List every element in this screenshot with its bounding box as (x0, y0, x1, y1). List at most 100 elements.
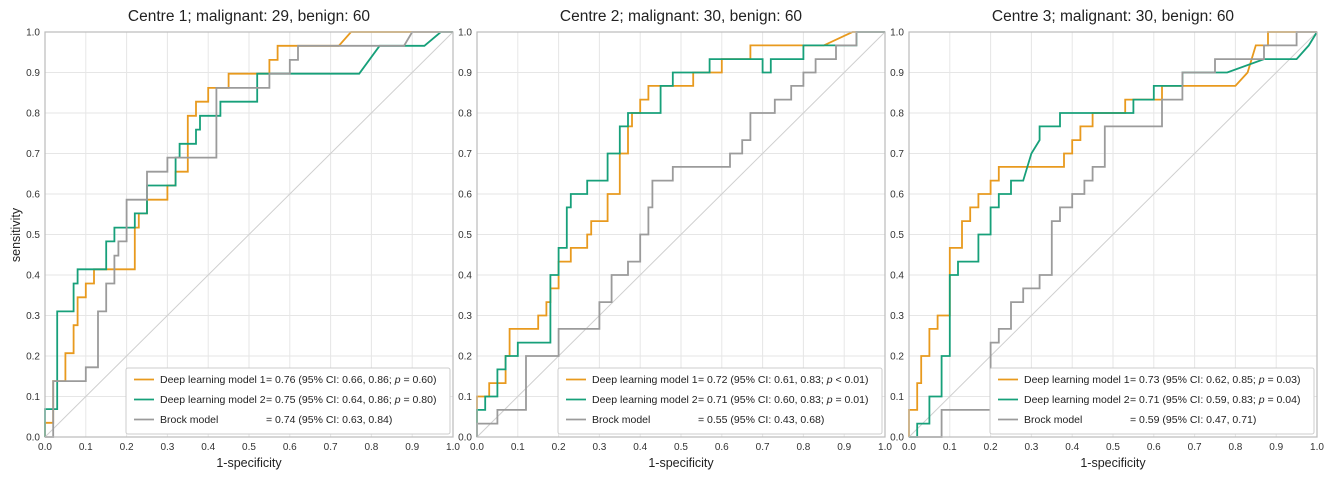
legend-name: Brock model (592, 414, 650, 426)
x-tick-label: 0.6 (1147, 442, 1161, 453)
y-tick-label: 0.7 (890, 149, 904, 160)
legend: Deep learning model 1 = 0.73 (95% CI: 0.6… (989, 367, 1315, 435)
y-tick-label: 1.0 (890, 28, 904, 39)
legend-stat: = 0.71 (95% CI: 0.59, 0.83; p = 0.04) (1130, 394, 1300, 406)
x-tick-label: 0.8 (364, 442, 378, 453)
roc-panel-2: 0.0 0.1 0.2 0.3 0.4 0.5 0.6 0.7 0.8 0.9 1.0 0.0 0.1 0… (458, 8, 892, 470)
x-tick-label: 0.9 (405, 442, 419, 453)
x-tick-label: 0.3 (160, 442, 174, 453)
roc-curve-brock (45, 31, 453, 438)
legend: Deep learning model 1 = 0.72 (95% CI: 0.6… (557, 367, 883, 435)
legend-name: Deep learning model 1 (592, 374, 698, 386)
p-symbol: p (394, 394, 401, 406)
roc-curve-dl2 (476, 31, 885, 437)
y-tick-label: 0.7 (26, 149, 40, 160)
legend-stat: = 0.71 (95% CI: 0.60, 0.83; p = 0.01) (698, 394, 868, 406)
x-tick-label: 0.3 (592, 442, 606, 453)
x-tick-label: 1.0 (1310, 442, 1324, 453)
chance-diagonal (44, 31, 454, 438)
y-tick-label: 0.2 (26, 352, 40, 363)
y-tick-label: 0.1 (890, 392, 904, 403)
y-tick-label: 0.0 (26, 433, 40, 444)
roc-curve-dl2 (44, 31, 453, 437)
roc-panel-3: 0.0 0.1 0.2 0.3 0.4 0.5 0.6 0.7 0.8 0.9 1.0 0.0 0.1 0… (890, 8, 1324, 470)
y-tick-label: 0.7 (458, 149, 472, 160)
x-tick-label: 0.6 (715, 442, 729, 453)
y-tick-label: 0.5 (458, 230, 472, 241)
x-tick-label: 0.4 (1065, 442, 1079, 453)
p-symbol: p (826, 394, 833, 406)
legend-name: Deep learning model 1 (1024, 374, 1130, 386)
x-tick-label: 0.0 (470, 442, 484, 453)
y-tick-label: 0.4 (890, 271, 904, 282)
y-tick-label: 0.0 (890, 433, 904, 444)
x-tick-label: 0.1 (79, 442, 93, 453)
y-tick-label: 0.9 (458, 68, 472, 79)
y-tick-label: 0.4 (26, 271, 40, 282)
x-tick-label: 0.0 (38, 442, 52, 453)
legend-stat: = 0.75 (95% CI: 0.64, 0.86; p = 0.80) (266, 394, 436, 406)
roc-curve-dl1 (908, 31, 1317, 437)
x-tick-label: 0.2 (552, 442, 566, 453)
plot-frame (44, 31, 454, 438)
legend-box (125, 367, 451, 435)
x-tick-label: 0.3 (1024, 442, 1038, 453)
y-axis-label: sensitivity (9, 207, 23, 262)
legend-box (557, 367, 883, 435)
plot-frame (908, 31, 1318, 438)
legend-name: Deep learning model 2 (592, 394, 698, 406)
panel-title: Centre 2; malignant: 30, benign: 60 (560, 8, 803, 25)
y-tick-label: 0.3 (26, 311, 40, 322)
x-tick-label: 0.0 (902, 442, 916, 453)
x-tick-label: 0.8 (1228, 442, 1242, 453)
y-tick-label: 0.5 (26, 230, 40, 241)
x-tick-label: 0.9 (837, 442, 851, 453)
chance-diagonal (476, 31, 886, 438)
x-tick-label: 0.7 (324, 442, 338, 453)
y-tick-label: 0.1 (458, 392, 472, 403)
y-tick-label: 0.0 (458, 433, 472, 444)
y-tick-label: 0.6 (26, 190, 40, 201)
legend-name: Brock model (1024, 414, 1082, 426)
p-symbol: p (1258, 394, 1265, 406)
x-tick-label: 1.0 (878, 442, 892, 453)
x-tick-label: 0.5 (674, 442, 688, 453)
x-tick-label: 0.7 (1188, 442, 1202, 453)
x-tick-label: 0.4 (201, 442, 215, 453)
x-tick-label: 0.1 (511, 442, 525, 453)
p-symbol: p (394, 374, 401, 386)
panel-title: Centre 3; malignant: 30, benign: 60 (992, 8, 1235, 25)
x-tick-label: 0.2 (984, 442, 998, 453)
x-tick-label: 0.7 (756, 442, 770, 453)
x-tick-label: 0.8 (796, 442, 810, 453)
y-tick-label: 0.8 (458, 109, 472, 120)
y-tick-label: 1.0 (26, 28, 40, 39)
legend-stat: = 0.55 (95% CI: 0.43, 0.68) (698, 414, 824, 426)
panel-title: Centre 1; malignant: 29, benign: 60 (128, 8, 371, 25)
roc-curve-brock (909, 31, 1317, 438)
y-tick-label: 0.8 (26, 109, 40, 120)
x-tick-label: 0.5 (1106, 442, 1120, 453)
legend-box (989, 367, 1315, 435)
legend-name: Deep learning model 2 (160, 394, 266, 406)
plot-frame (476, 31, 886, 438)
legend-name: Brock model (160, 414, 218, 426)
y-tick-label: 0.2 (890, 352, 904, 363)
x-tick-label: 0.2 (120, 442, 134, 453)
x-tick-label: 0.9 (1269, 442, 1283, 453)
legend-name: Deep learning model 1 (160, 374, 266, 386)
x-axis-label: 1-specificity (648, 456, 714, 470)
x-tick-label: 1.0 (446, 442, 460, 453)
y-tick-label: 0.1 (26, 392, 40, 403)
legend-stat: = 0.74 (95% CI: 0.63, 0.84) (266, 414, 392, 426)
y-tick-label: 0.9 (890, 68, 904, 79)
legend-stat: = 0.76 (95% CI: 0.66, 0.86; p = 0.60) (266, 374, 436, 386)
chance-diagonal (908, 31, 1318, 438)
y-tick-label: 0.6 (890, 190, 904, 201)
y-tick-label: 0.2 (458, 352, 472, 363)
legend-stat: = 0.73 (95% CI: 0.62, 0.85; p = 0.03) (1130, 374, 1300, 386)
y-tick-label: 0.4 (458, 271, 472, 282)
roc-panel-1: 0.0 0.1 0.2 0.3 0.4 0.5 0.6 0.7 0.8 0.9 1.0 0.0 0.1 0… (26, 8, 460, 470)
p-symbol: p (826, 374, 833, 386)
